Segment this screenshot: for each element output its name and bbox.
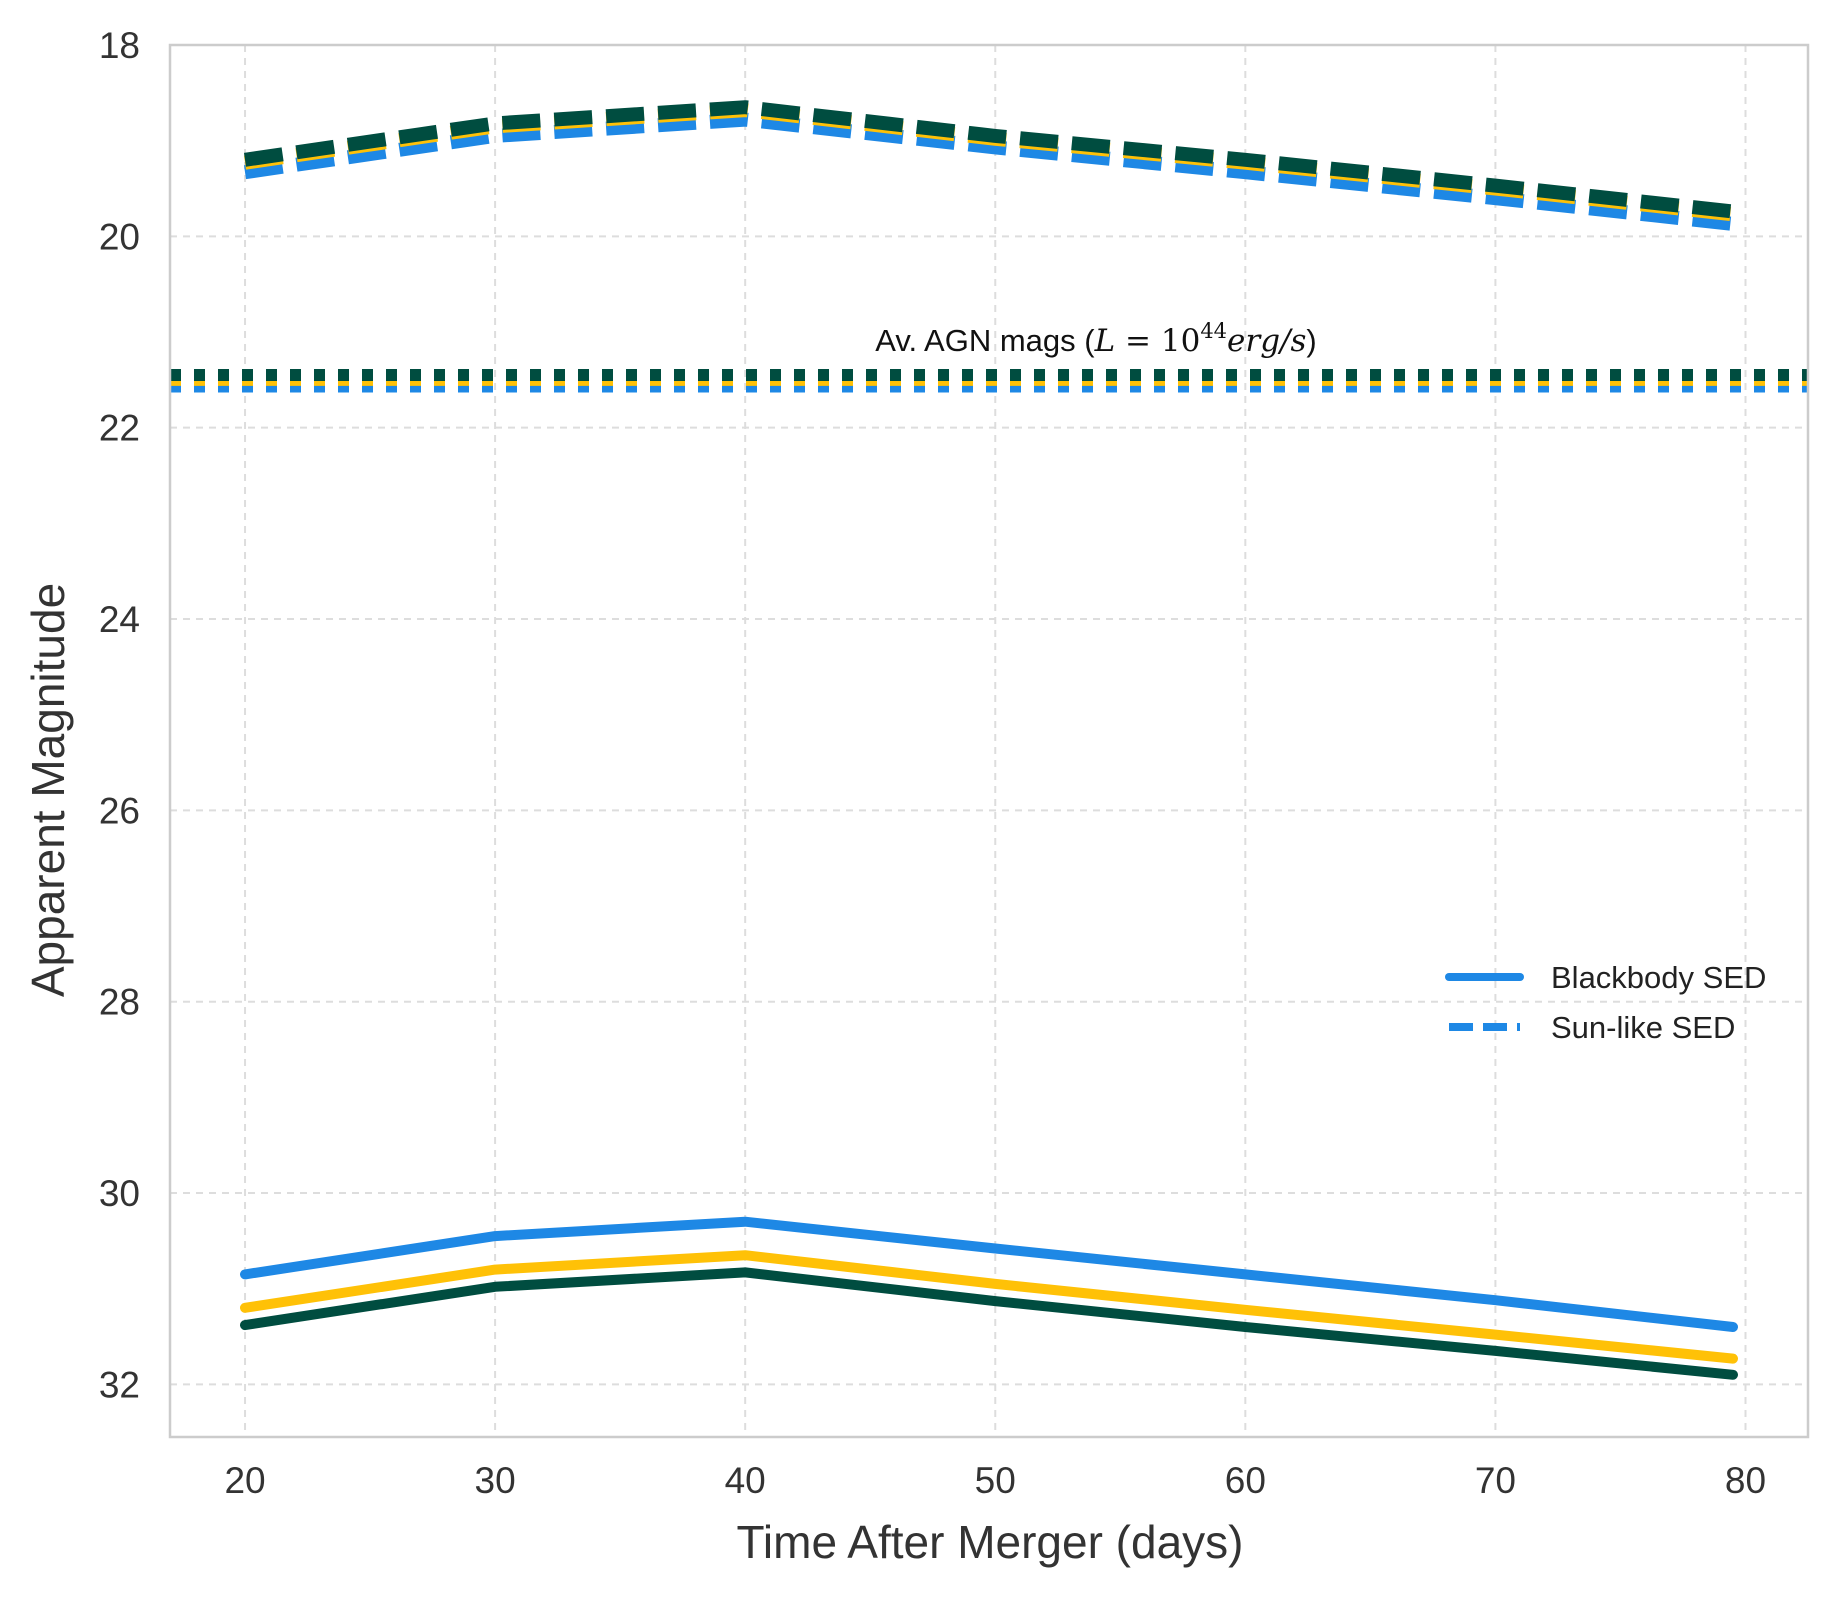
y-tick-label: 24 (99, 599, 140, 640)
series-group (170, 100, 1808, 1380)
annotation-math-l: L (1094, 323, 1116, 359)
y-axis-title: Apparent Magnitude (22, 583, 74, 997)
sunlike-series-line (243, 100, 1734, 219)
x-tick-label: 40 (725, 1460, 766, 1501)
y-tick-label: 18 (99, 25, 140, 66)
x-tick-label: 30 (475, 1460, 516, 1501)
y-tick-label: 30 (99, 1173, 140, 1214)
grid (170, 44, 1808, 1437)
annotation-math-exp: 44 (1200, 319, 1227, 343)
sunlike-series-line (243, 112, 1734, 231)
annotation-math-eq: = 10 (1115, 323, 1200, 359)
x-axis-title: Time After Merger (days) (737, 1516, 1244, 1568)
annotation-prefix: Av. AGN mags ( (875, 323, 1095, 358)
annotation-suffix: ) (1306, 323, 1316, 358)
x-tick-label: 60 (1225, 1460, 1266, 1501)
blackbody-series-line (240, 1216, 1738, 1332)
legend-label-blackbody: Blackbody SED (1551, 960, 1766, 995)
tick-labels: 20 30 40 50 60 70 80 18 20 22 24 26 28 30 32 (99, 25, 1766, 1501)
y-tick-label: 20 (99, 216, 140, 257)
legend-label-sunlike: Sun-like SED (1551, 1010, 1735, 1045)
y-tick-label: 32 (99, 1364, 140, 1405)
y-tick-label: 22 (99, 408, 140, 449)
annotation-math-unit: erg/s (1227, 323, 1306, 359)
x-tick-label: 20 (224, 1460, 265, 1501)
y-tick-label: 26 (99, 790, 140, 831)
plot-frame (168, 43, 1810, 1439)
x-tick-label: 70 (1475, 1460, 1516, 1501)
y-tick-label: 28 (99, 982, 140, 1023)
legend: Blackbody SED Sun-like SED (1445, 960, 1766, 1045)
plot-border (168, 43, 1810, 1439)
x-tick-label: 80 (1725, 1460, 1766, 1501)
agn-annotation: Av. AGN mags (L = 1044erg/s) (875, 319, 1317, 359)
blackbody-series-line (240, 1267, 1738, 1380)
x-tick-label: 50 (975, 1460, 1016, 1501)
blackbody-series-line (240, 1250, 1738, 1364)
